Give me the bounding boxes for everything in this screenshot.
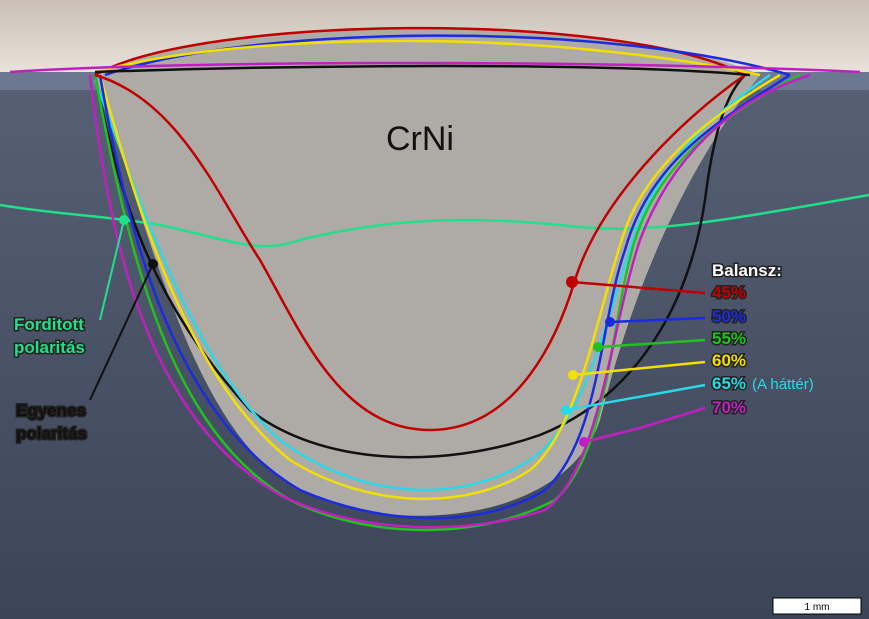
- legend-entry: 65%: [712, 374, 746, 393]
- marker: [579, 437, 589, 447]
- legend-title: Balansz:: [712, 261, 782, 280]
- legend-entry: 50%: [712, 307, 746, 326]
- annotation: polaritás: [16, 424, 87, 443]
- legend-entry: 60%: [712, 351, 746, 370]
- scale-label: 1 mm: [805, 602, 830, 613]
- marker: [119, 215, 129, 225]
- annotation: Forditott: [14, 315, 84, 334]
- legend-entry: 45%: [712, 283, 746, 302]
- marker: [561, 405, 571, 415]
- legend-entry: 70%: [712, 398, 746, 417]
- marker: [605, 317, 615, 327]
- legend-entry: 55%: [712, 329, 746, 348]
- weld-macro: CrNi Balansz: 1 mm 45% 50% 55% 60% 65% (A hát…: [0, 0, 869, 619]
- annotation: polaritás: [14, 338, 85, 357]
- marker: [148, 259, 158, 269]
- marker: [566, 276, 578, 288]
- material-label: CrNi: [386, 120, 454, 158]
- legend-note: (A háttér): [752, 376, 814, 393]
- annotation: Egyenes: [16, 401, 86, 420]
- marker: [568, 370, 578, 380]
- marker: [593, 342, 603, 352]
